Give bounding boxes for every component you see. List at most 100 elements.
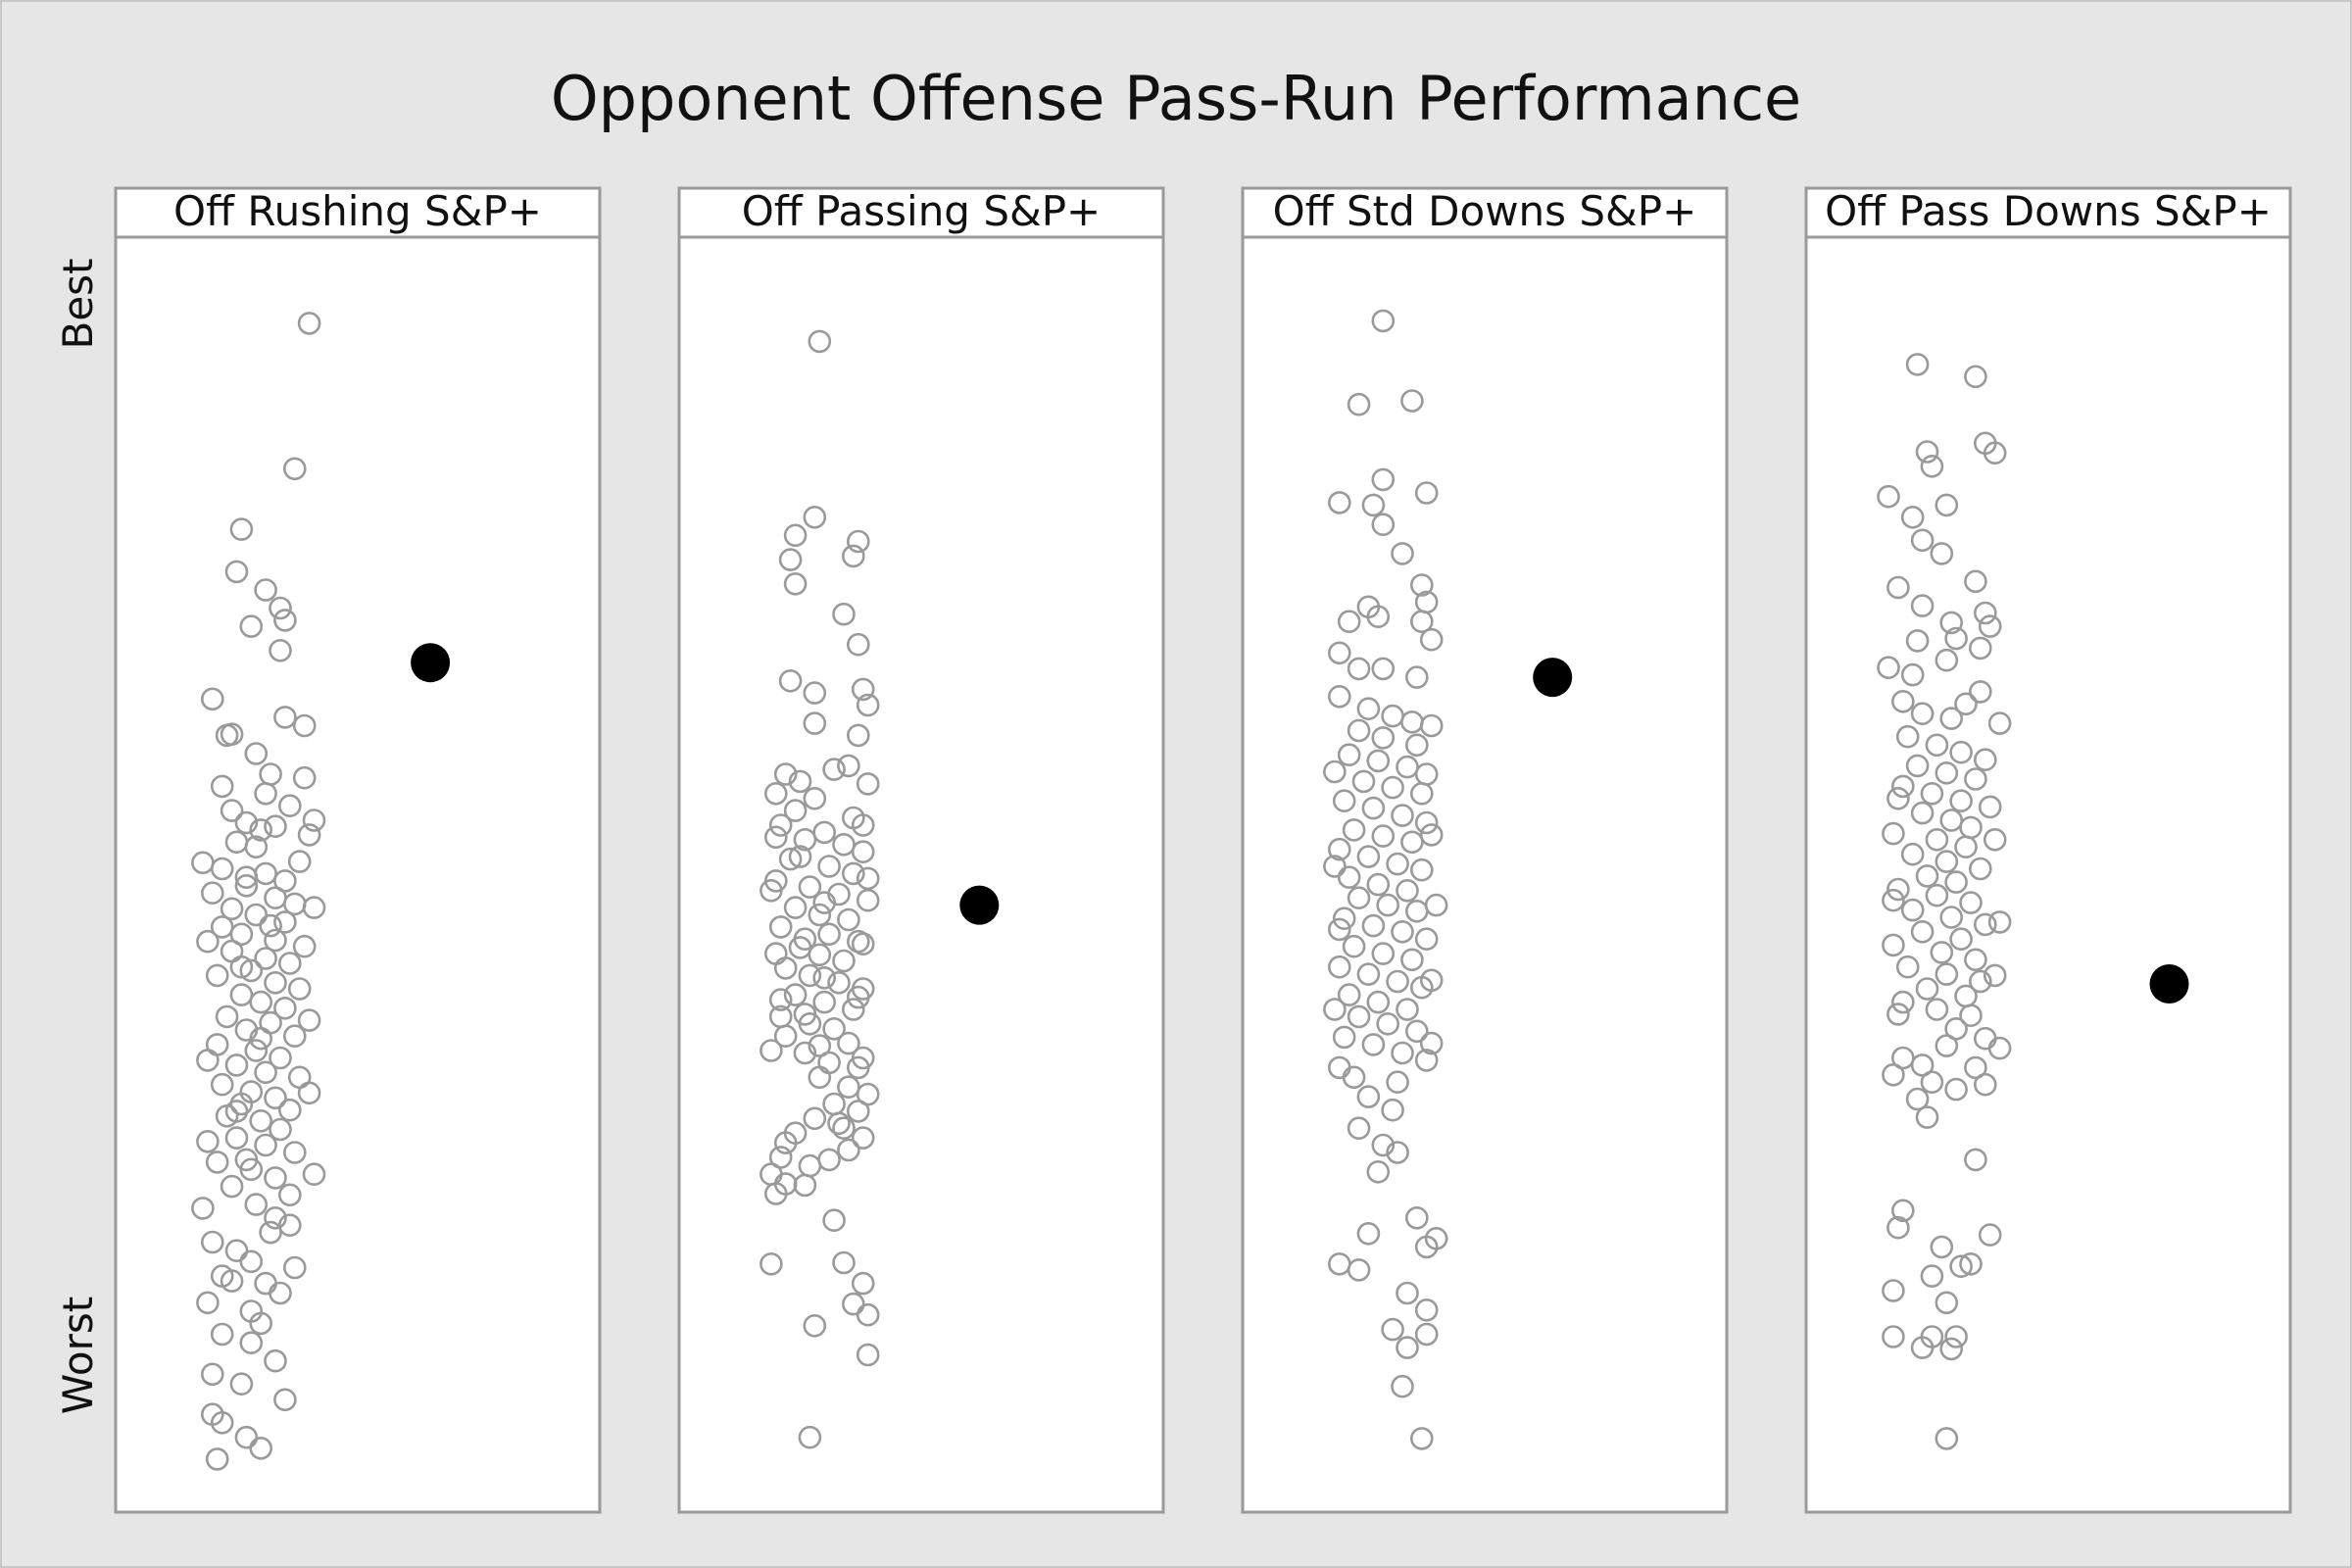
data-point	[812, 965, 837, 990]
data-point	[1969, 969, 1992, 994]
data-point	[1361, 913, 1386, 938]
data-point	[264, 1348, 287, 1373]
data-point	[1915, 977, 1939, 1001]
data-point	[1905, 353, 1930, 376]
data-point	[1935, 1291, 1959, 1315]
data-point	[1400, 830, 1424, 855]
data-point	[1371, 309, 1396, 333]
data-point	[220, 897, 244, 921]
data-point	[1900, 662, 1925, 687]
data-point	[1396, 755, 1419, 779]
data-point	[1969, 636, 1992, 661]
data-point	[1328, 917, 1351, 942]
data-point	[1910, 528, 1935, 553]
data-point	[1337, 983, 1361, 1006]
data-point	[803, 711, 827, 735]
data-point	[832, 602, 856, 626]
data-point	[1347, 718, 1371, 743]
panel-2: Off Passing S&P+	[677, 186, 1165, 1514]
data-point	[837, 907, 860, 932]
data-point	[793, 927, 817, 952]
data-point	[1925, 733, 1949, 758]
data-point	[1949, 927, 1973, 952]
panel-label: Off Passing S&P+	[742, 187, 1102, 235]
data-point	[1900, 842, 1925, 866]
data-point	[1396, 1336, 1419, 1359]
y-label-best: Best	[54, 258, 102, 349]
data-point	[1328, 684, 1351, 709]
data-point	[1964, 1055, 1987, 1080]
data-point	[1910, 1336, 1935, 1359]
data-point	[1396, 1281, 1419, 1305]
data-point	[1410, 573, 1434, 597]
data-point	[244, 742, 269, 765]
data-point	[1347, 886, 1371, 910]
data-point	[837, 1075, 860, 1099]
data-point	[1905, 754, 1930, 778]
data-point	[254, 947, 277, 970]
data-point	[292, 765, 317, 790]
data-point	[851, 1126, 875, 1150]
data-point	[220, 1269, 244, 1293]
data-point	[1978, 1223, 2002, 1247]
data-point	[1891, 1046, 1915, 1070]
data-point	[205, 1447, 229, 1471]
data-point	[1959, 1004, 1983, 1027]
data-point	[269, 1281, 292, 1305]
panel-label: Off Std Downs S&P+	[1273, 187, 1697, 235]
data-point	[1935, 648, 1959, 672]
data-point	[239, 1331, 264, 1354]
data-point	[783, 571, 808, 596]
data-point	[1323, 760, 1347, 784]
data-point	[798, 875, 822, 899]
data-point	[254, 1133, 277, 1157]
panel-label: Off Pass Downs S&P+	[1825, 187, 2272, 235]
data-point	[239, 1250, 264, 1274]
data-point	[1419, 1031, 1444, 1055]
data-point	[249, 1311, 273, 1336]
data-point	[1410, 1427, 1434, 1450]
data-point	[837, 754, 860, 778]
data-point	[808, 1065, 832, 1090]
data-point	[803, 786, 827, 810]
data-point	[264, 1206, 287, 1230]
data-point	[1905, 629, 1930, 653]
data-point	[1356, 697, 1381, 721]
data-point	[763, 781, 788, 806]
data-point	[856, 1082, 880, 1106]
chart-title: Opponent Offense Pass-Run Performance	[551, 63, 1801, 134]
data-point	[783, 896, 808, 919]
data-point	[1366, 990, 1391, 1014]
data-point	[229, 955, 254, 979]
data-point	[1944, 1325, 1968, 1348]
data-point	[793, 827, 817, 852]
data-point	[1935, 493, 1959, 517]
data-point	[1371, 513, 1396, 537]
data-point	[229, 983, 254, 1006]
data-point	[1895, 955, 1920, 979]
data-point	[778, 847, 803, 871]
data-point	[1332, 789, 1356, 813]
data-point	[1935, 760, 1959, 785]
data-point	[1366, 605, 1391, 629]
data-point	[1949, 1254, 1973, 1278]
data-point	[760, 1039, 783, 1062]
data-point	[1371, 824, 1396, 848]
data-point	[249, 990, 273, 1014]
data-point	[1920, 454, 1944, 478]
data-point	[832, 949, 856, 973]
data-point	[1964, 365, 1987, 389]
y-label-worst: Worst	[54, 1297, 102, 1414]
data-point	[783, 1121, 808, 1145]
data-point	[277, 794, 302, 818]
data-point	[201, 1230, 224, 1254]
data-point	[1410, 610, 1434, 634]
panel-plot-area	[1804, 235, 2292, 1514]
data-point	[1347, 1116, 1371, 1140]
data-point	[210, 774, 234, 799]
data-point	[1376, 893, 1399, 917]
data-point	[1371, 942, 1396, 965]
data-point	[287, 977, 312, 1001]
data-point	[191, 851, 215, 875]
data-point	[1361, 493, 1386, 517]
